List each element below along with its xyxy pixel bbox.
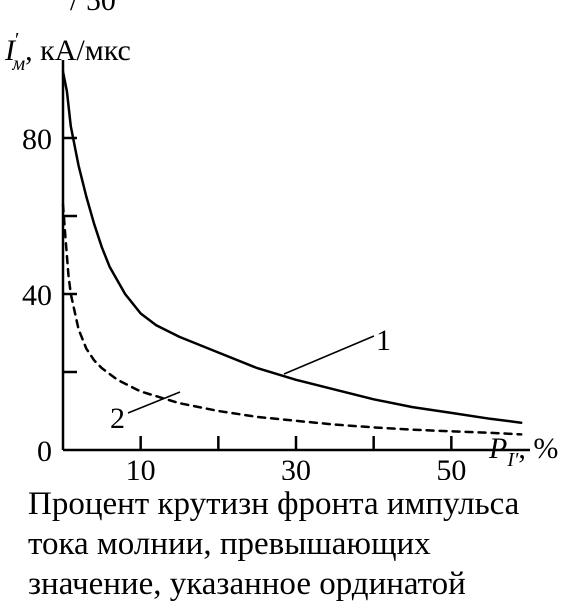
x-axis-symbol: P bbox=[488, 432, 507, 465]
y-axis-subscript: м bbox=[11, 53, 25, 75]
y-axis-symbol: I bbox=[4, 34, 17, 67]
y-tick-label: 0 bbox=[37, 435, 52, 468]
curve-2-label: 2 bbox=[110, 402, 125, 435]
curve-1-label: 1 bbox=[376, 324, 391, 357]
series-line-1 bbox=[61, 70, 523, 424]
x-tick-label: 50 bbox=[436, 454, 466, 480]
top-partial-label: / 50 bbox=[70, 0, 116, 17]
x-axis-units: , % bbox=[518, 432, 558, 465]
svg-text:PI′, %: PI′, % bbox=[488, 432, 558, 471]
x-tick-label: 30 bbox=[281, 454, 311, 480]
x-tick-label: 10 bbox=[126, 454, 156, 480]
x-axis-title: PI′, % bbox=[488, 432, 558, 471]
y-axis-title: I′ м, кА/мкс bbox=[4, 29, 131, 75]
caption-line: значение, указанное ординатой bbox=[28, 566, 466, 602]
x-axis-subscript: I′ bbox=[506, 449, 519, 471]
y-axis-prime: ′ bbox=[15, 29, 19, 51]
y-axis-units: , кА/мкс bbox=[25, 34, 131, 67]
svg-text:I′м, кА/мкс: I′ м, кА/мкс bbox=[4, 29, 131, 75]
series-lines bbox=[61, 70, 523, 436]
tick-labels: 0 40 80 10 30 50 bbox=[22, 123, 466, 480]
tick-marks bbox=[63, 136, 453, 450]
caption-line: Процент крутизн фронта импульса bbox=[28, 486, 520, 522]
figure-caption: Процент крутизн фронта импульса тока мол… bbox=[28, 484, 568, 604]
curve-1-leader-line bbox=[283, 335, 375, 375]
series-line-2 bbox=[61, 203, 523, 436]
caption-line: тока молнии, превышающих bbox=[28, 526, 431, 562]
y-tick-label: 80 bbox=[22, 123, 52, 156]
curve-2-leader-line bbox=[127, 391, 181, 414]
y-tick-label: 40 bbox=[22, 279, 52, 312]
